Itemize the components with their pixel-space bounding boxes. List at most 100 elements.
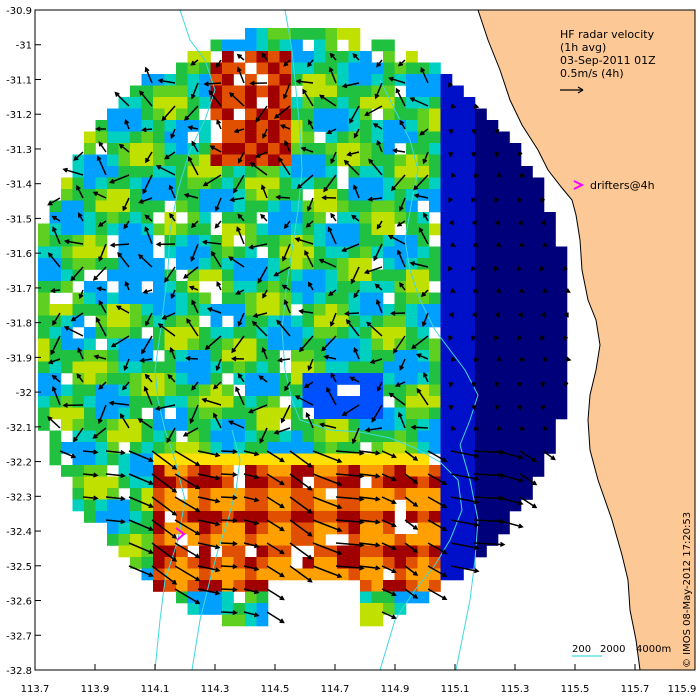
velocity-arrow [76,184,84,199]
velocity-cell [164,281,177,293]
velocity-cell [406,235,418,247]
velocity-cell [210,258,223,270]
velocity-cell [176,350,188,362]
velocity-cell [406,154,418,167]
velocity-cell [417,97,430,109]
velocity-cell [406,568,418,581]
velocity-cell [107,407,119,420]
velocity-cell [233,269,246,282]
velocity-cell [107,304,119,316]
velocity-cell [440,350,453,362]
velocity-arrow [144,226,153,245]
velocity-cell [302,166,315,178]
velocity-cell [463,200,476,213]
velocity-cell [440,453,453,466]
velocity-arrow [121,381,130,391]
velocity-arrow [122,197,130,212]
velocity-cell [153,545,165,558]
velocity-arrow [303,381,314,389]
velocity-arrow [266,450,285,463]
velocity-cell [279,39,292,52]
velocity-arrow [448,335,453,342]
velocity-arrow [235,289,245,295]
velocity-cell [463,304,476,316]
velocity-cell [279,476,292,489]
velocity-cell [118,419,131,431]
velocity-cell [463,522,476,535]
velocity-arrow [341,82,360,89]
y-tick-label: -32.7 [6,631,32,642]
velocity-arrow [247,404,268,414]
velocity-cell [107,108,119,121]
velocity-cell [210,39,223,52]
velocity-cell [463,338,476,351]
velocity-cell [256,154,269,167]
velocity-cell [532,246,545,259]
velocity-arrow [450,473,480,482]
velocity-arrow [330,372,337,383]
velocity-cell [199,350,211,362]
velocity-cell [222,580,234,592]
velocity-cell [486,189,499,201]
velocity-cell [337,373,349,385]
velocity-cell [486,407,499,420]
velocity-arrow [516,266,522,272]
velocity-cell [486,258,499,270]
velocity-arrow [128,519,154,532]
velocity-cell [95,120,108,132]
velocity-cell [360,154,372,167]
velocity-cell [337,74,349,86]
velocity-cell [348,511,361,523]
velocity-cell [463,430,476,443]
velocity-cell [199,338,211,351]
velocity-cell [383,419,395,431]
velocity-cell [176,258,188,270]
velocity-cell [130,488,142,500]
velocity-cell [233,488,246,500]
velocity-cell [360,361,372,374]
velocity-cell [245,131,257,144]
velocity-cell [348,522,361,535]
velocity-cell [544,212,556,224]
velocity-cell [314,108,326,121]
velocity-cell [337,499,349,512]
velocity-cell [245,568,257,581]
velocity-arrow [326,128,337,135]
velocity-cell [555,258,568,270]
velocity-arrow [564,312,569,318]
velocity-cell [532,419,545,431]
velocity-cell [268,384,280,397]
velocity-cell [233,350,246,362]
x-tick-label: 114.9 [381,684,410,695]
velocity-arrow [182,427,199,437]
velocity-cell [279,488,292,500]
velocity-cell [61,327,73,339]
velocity-cell [107,453,119,466]
velocity-cell [394,315,407,328]
velocity-cell [452,488,464,500]
velocity-cell [187,189,200,201]
velocity-arrow [63,239,84,245]
velocity-arrow [251,320,268,337]
velocity-cell [325,545,338,558]
velocity-cell [498,246,510,259]
velocity-cell [233,614,246,627]
velocity-cell [199,62,211,75]
velocity-arrow [137,254,153,268]
velocity-cell [429,304,441,316]
velocity-cell [406,292,418,305]
velocity-arrow [95,317,107,337]
velocity-cell [291,534,303,546]
velocity-cell [84,304,96,316]
velocity-cell [325,430,338,443]
velocity-cell [360,246,372,259]
velocity-cell [394,419,407,431]
velocity-arrow [399,358,406,371]
velocity-cell [509,166,522,178]
velocity-cell [360,131,372,144]
velocity-cell [176,419,188,431]
velocity-cell [291,28,303,40]
velocity-cell [164,154,177,167]
velocity-cell [383,430,395,443]
velocity-cell [371,350,384,362]
